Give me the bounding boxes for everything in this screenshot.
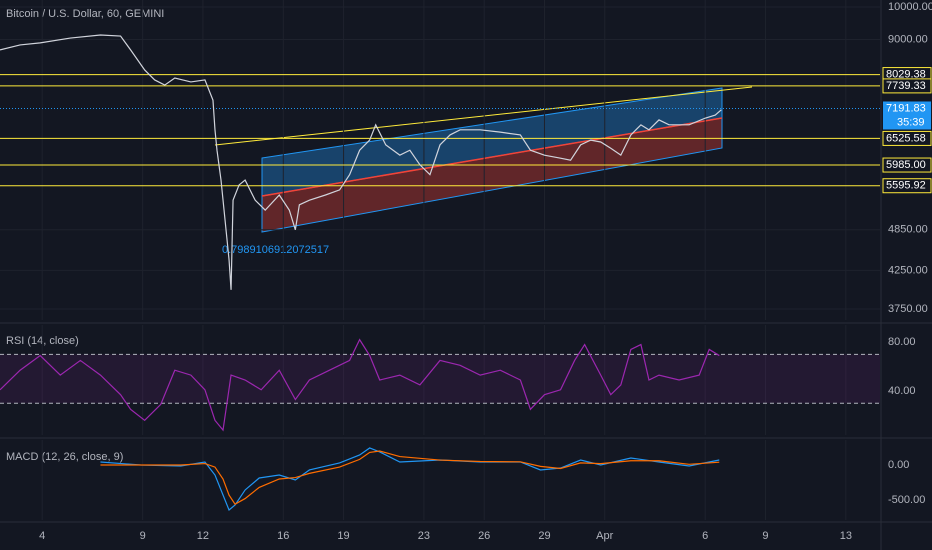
x-tick-label: 19 bbox=[337, 530, 349, 542]
x-tick-label: 9 bbox=[762, 530, 768, 542]
y-tick-label: 10000.00 bbox=[888, 1, 932, 13]
x-tick-label: 16 bbox=[277, 530, 289, 542]
trend-line bbox=[214, 86, 753, 146]
level-label-box bbox=[882, 178, 932, 194]
y-tick-label: 80.00 bbox=[888, 336, 916, 348]
channel-median bbox=[261, 117, 723, 197]
level-label: 5985.00 bbox=[886, 159, 926, 171]
rsi-band-fill bbox=[0, 354, 880, 404]
level-label: 8029.38 bbox=[886, 68, 926, 80]
x-tick-label: 4 bbox=[39, 530, 45, 542]
x-tick-label: 12 bbox=[197, 530, 209, 542]
level-label: 7739.33 bbox=[886, 80, 926, 92]
symbol-title: Bitcoin / U.S. Dollar, 60, GEMINI bbox=[6, 8, 164, 20]
level-label-box bbox=[882, 78, 932, 94]
series-line bbox=[100, 447, 720, 511]
level-label: 6525.58 bbox=[886, 132, 926, 144]
y-tick-label: 0.00 bbox=[888, 459, 909, 471]
level-label-box bbox=[882, 130, 932, 146]
last-price-label: 7191.83 bbox=[886, 102, 926, 114]
channel-annotation: 0.7989106912072517 bbox=[222, 244, 329, 256]
y-tick-label: -500.00 bbox=[888, 494, 925, 506]
y-tick-label: 4850.00 bbox=[888, 224, 928, 236]
countdown-label: 35:39 bbox=[897, 116, 925, 128]
x-tick-label: 9 bbox=[140, 530, 146, 542]
x-tick-label: Apr bbox=[596, 530, 613, 542]
x-tick-label: 23 bbox=[418, 530, 430, 542]
y-tick-label: 40.00 bbox=[888, 385, 916, 397]
y-tick-label: 3750.00 bbox=[888, 303, 928, 315]
x-tick-label: 26 bbox=[478, 530, 490, 542]
series-line bbox=[0, 338, 720, 432]
y-tick-label: 4250.00 bbox=[888, 264, 928, 276]
level-label: 5595.92 bbox=[886, 180, 926, 192]
level-label-box bbox=[882, 157, 932, 173]
series-line bbox=[0, 34, 722, 290]
last-price-box bbox=[883, 101, 931, 130]
y-tick-label: 9000.00 bbox=[888, 33, 928, 45]
x-tick-label: 29 bbox=[538, 530, 550, 542]
series-line bbox=[100, 450, 720, 505]
x-tick-label: 6 bbox=[702, 530, 708, 542]
macd-title: MACD (12, 26, close, 9) bbox=[6, 451, 123, 463]
x-tick-label: 13 bbox=[840, 530, 852, 542]
